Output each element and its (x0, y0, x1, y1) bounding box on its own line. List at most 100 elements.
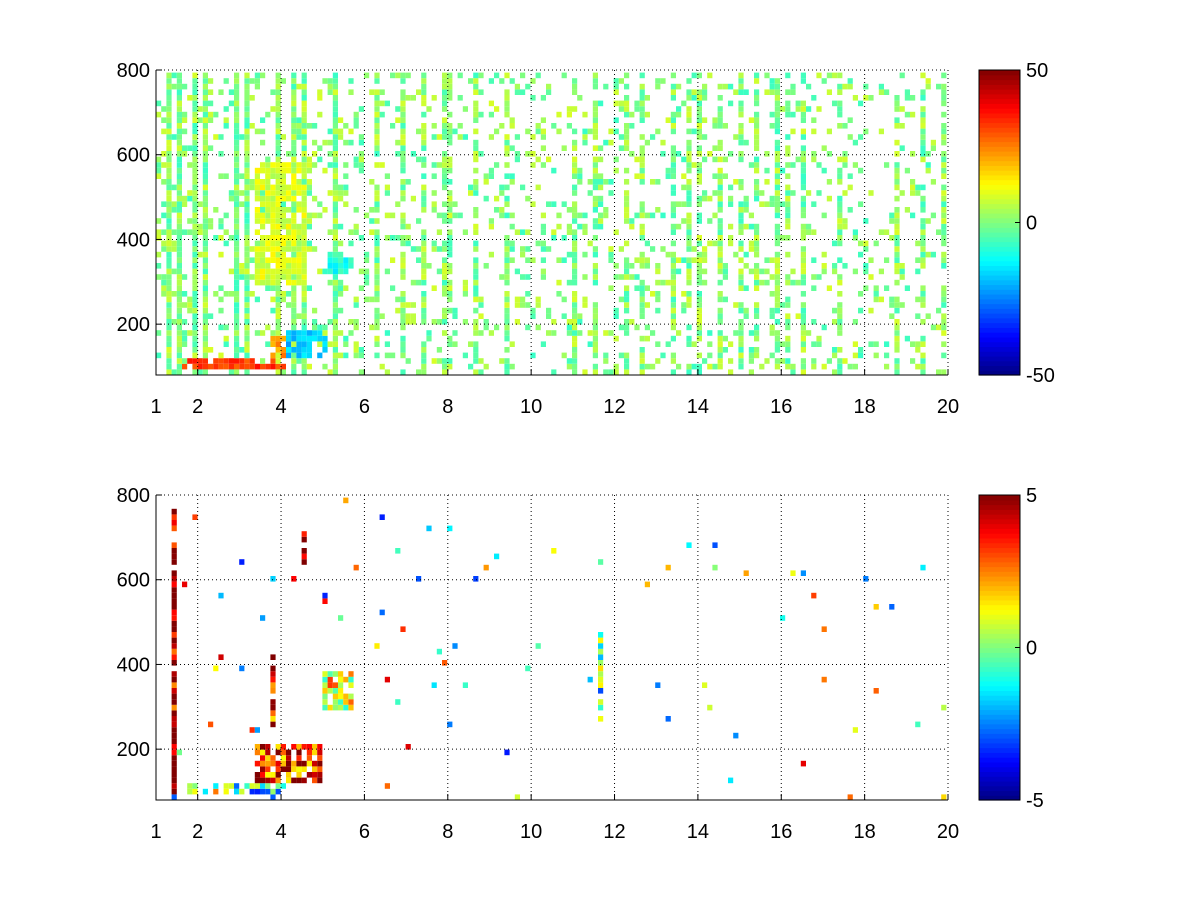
heatmap-cell (702, 134, 708, 140)
heatmap-cell (327, 257, 333, 263)
heatmap-cell (301, 212, 307, 219)
heatmap-cell (894, 117, 900, 123)
heatmap-cell (239, 274, 245, 280)
heatmap-cell (395, 117, 401, 123)
heatmap-cell (187, 358, 193, 364)
heatmap-cell (670, 167, 676, 174)
heatmap-cell (800, 291, 806, 297)
heatmap-cell (369, 179, 375, 185)
heatmap-cell (785, 145, 791, 151)
heatmap-cell (728, 201, 734, 207)
heatmap-cell (374, 201, 380, 207)
heatmap-cell (244, 324, 250, 331)
heatmap-cell (447, 123, 453, 129)
heatmap-cell (665, 279, 671, 286)
heatmap-cell (421, 83, 427, 90)
heatmap-cell (249, 363, 255, 370)
colorbar-segment (979, 122, 1020, 128)
heatmap-cell (572, 263, 578, 269)
heatmap-cell (176, 223, 182, 230)
heatmap-cell (696, 363, 702, 370)
heatmap-cell (540, 223, 546, 230)
heatmap-cell (202, 257, 208, 263)
heatmap-cell (166, 72, 172, 79)
colorbar-segment (979, 776, 1020, 782)
heatmap-cell (280, 755, 286, 761)
heatmap-cell (925, 251, 931, 258)
heatmap-cell (176, 117, 182, 123)
heatmap-cell (405, 319, 411, 325)
heatmap-cell (920, 251, 926, 258)
heatmap-cell (192, 285, 198, 291)
heatmap-cell (686, 240, 692, 247)
heatmap-cell (717, 363, 723, 370)
heatmap-cell (301, 251, 307, 258)
heatmap-cell (343, 335, 349, 342)
heatmap-cell (592, 145, 598, 151)
heatmap-cell (842, 358, 848, 364)
heatmap-cell (899, 263, 905, 269)
heatmap-cell (286, 235, 292, 241)
heatmap-cell (473, 307, 479, 314)
heatmap-cell (192, 324, 198, 331)
heatmap-cell (624, 302, 630, 308)
heatmap-cell (478, 302, 484, 308)
heatmap-cell (379, 111, 385, 118)
y-tick-label: 400 (117, 654, 150, 676)
heatmap-cell (296, 162, 302, 168)
heatmap-cell (572, 139, 578, 146)
colorbar-segment (979, 89, 1020, 95)
heatmap-cell (655, 279, 661, 286)
heatmap-cell (156, 229, 162, 235)
heatmap-cell (156, 274, 162, 280)
heatmap-cell (530, 307, 536, 314)
heatmap-cell (717, 95, 723, 101)
heatmap-cell (322, 335, 328, 342)
heatmap-cell (624, 201, 630, 207)
heatmap-cell (764, 89, 770, 95)
heatmap-cell (811, 363, 817, 370)
heatmap-cell (171, 693, 177, 700)
heatmap-cell (478, 296, 484, 303)
heatmap-cell (535, 184, 541, 191)
heatmap-cell (686, 212, 692, 219)
heatmap-cell (254, 207, 260, 213)
heatmap-cell (915, 268, 921, 275)
heatmap-cell (244, 78, 250, 84)
heatmap-cell (764, 167, 770, 174)
heatmap-cell (603, 330, 609, 336)
heatmap-cell (920, 341, 926, 347)
heatmap-cell (296, 235, 302, 241)
heatmap-cell (364, 251, 370, 258)
heatmap-cell (728, 369, 734, 375)
heatmap-cell (608, 330, 614, 336)
heatmap-cell (374, 128, 380, 135)
heatmap-cell (655, 128, 661, 135)
heatmap-cell (795, 106, 801, 112)
heatmap-cell (754, 223, 760, 230)
colorbar-segment (979, 766, 1020, 773)
heatmap-cell (338, 676, 344, 683)
heatmap-cell (265, 285, 271, 291)
heatmap-cell (509, 341, 515, 347)
heatmap-cell (738, 363, 744, 370)
heatmap-cell (306, 330, 312, 336)
heatmap-cell (696, 235, 702, 241)
heatmap-cell (551, 548, 557, 554)
heatmap-cell (520, 302, 526, 308)
heatmap-cell (670, 313, 676, 319)
heatmap-cell (280, 167, 286, 174)
heatmap-cell (239, 201, 245, 207)
heatmap-cell (572, 235, 578, 241)
x-tick-label: 1 (150, 821, 161, 843)
colorbar-segment (979, 576, 1020, 582)
colorbar-segment (979, 70, 1020, 76)
heatmap-cell (218, 251, 224, 258)
heatmap-cell (395, 72, 401, 79)
colorbar-segment (979, 322, 1020, 328)
colorbar-segment (979, 265, 1020, 271)
heatmap-cell (639, 229, 645, 235)
heatmap-cell (769, 352, 775, 359)
heatmap-cell (291, 83, 297, 90)
heatmap-cell (286, 229, 292, 235)
